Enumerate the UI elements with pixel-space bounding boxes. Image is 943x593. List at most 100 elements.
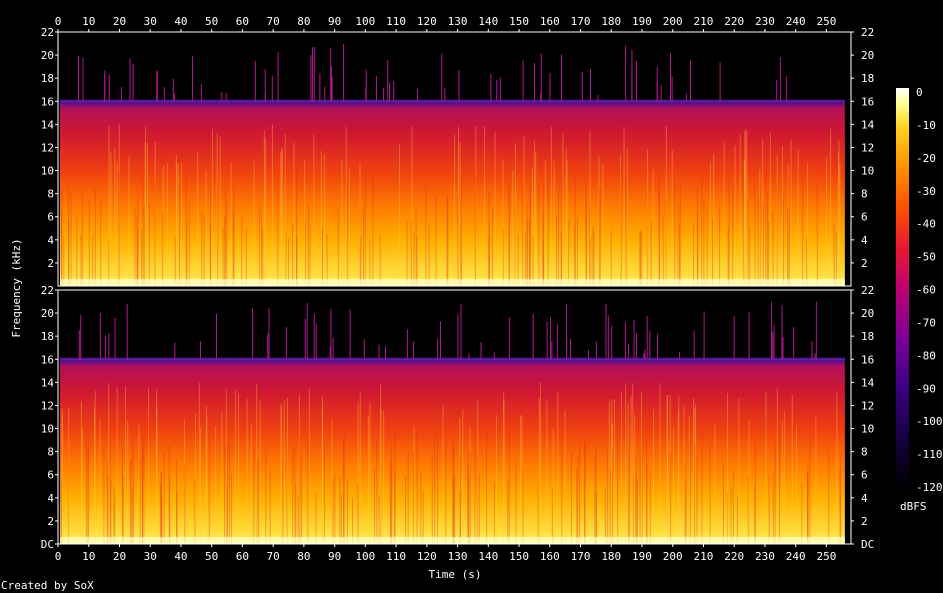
x-tick-label: 50	[205, 550, 218, 563]
channel-2-streaks	[60, 301, 845, 544]
y-tick-label: 2	[47, 515, 54, 528]
x-tick-label: 240	[786, 550, 806, 563]
y-tick-label: 18	[861, 72, 874, 85]
x-tick-label: 240	[786, 15, 806, 28]
y-tick-label: 16	[861, 353, 874, 366]
x-axis-top-ticks: 0 10 20 30 40 50 60 70 80 90 100 110 120 130 140 150 160…	[55, 15, 836, 32]
x-tick-label: 90	[328, 550, 341, 563]
x-tick-label: 120	[417, 550, 437, 563]
x-tick-label: 210	[694, 550, 714, 563]
x-tick-label: 160	[540, 550, 560, 563]
y-tick-label: 6	[47, 211, 54, 224]
colorbar-label: dBFS	[900, 500, 927, 513]
y-tick-label: 6	[861, 469, 868, 482]
x-tick-label: 160	[540, 15, 560, 28]
footer-credit: Created by SoX	[1, 579, 94, 592]
y-tick-label: 16	[861, 95, 874, 108]
x-tick-label: 250	[816, 15, 836, 28]
y-tick-label: 4	[47, 492, 54, 505]
y-tick-label: 6	[861, 211, 868, 224]
y-tick-label: 4	[861, 234, 868, 247]
colorbar-tick-label: -110	[916, 448, 943, 461]
y-tick-label: 18	[861, 330, 874, 343]
x-tick-label: 130	[448, 550, 468, 563]
y-tick-label: 8	[47, 188, 54, 201]
y-tick-label: 10	[41, 165, 54, 178]
x-tick-label: 50	[205, 15, 218, 28]
x-tick-label: 60	[236, 550, 249, 563]
y-tick-label: 14	[861, 118, 875, 131]
y-tick-label: 2	[47, 257, 54, 270]
x-tick-label: 210	[694, 15, 714, 28]
x-tick-label: 70	[267, 15, 280, 28]
colorbar-tick-label: -50	[916, 251, 936, 264]
y-tick-label: 10	[861, 423, 874, 436]
y-tick-label: 20	[41, 49, 54, 62]
y-tick-label: 16	[41, 353, 54, 366]
y-tick-label: 6	[47, 469, 54, 482]
x-tick-label: 250	[816, 550, 836, 563]
x-tick-label: 0	[55, 15, 62, 28]
x-tick-label: 220	[724, 550, 744, 563]
x-tick-label: 110	[386, 550, 406, 563]
x-tick-label: 100	[355, 15, 375, 28]
y-tick-label: 18	[41, 72, 54, 85]
y-tick-label: DC	[41, 538, 54, 551]
x-tick-label: 170	[571, 15, 591, 28]
x-tick-label: 130	[448, 15, 468, 28]
y-tick-label: 2	[861, 257, 868, 270]
x-tick-label: 200	[663, 15, 683, 28]
colorbar-tick-label: -120	[916, 481, 943, 494]
y-tick-label: 12	[41, 141, 54, 154]
x-tick-label: 190	[632, 15, 652, 28]
x-tick-label: 30	[144, 550, 157, 563]
x-tick-label: 180	[601, 15, 621, 28]
x-tick-label: 70	[267, 550, 280, 563]
colorbar-tick-label: -30	[916, 185, 936, 198]
y-tick-label: 18	[41, 330, 54, 343]
y-tick-label: 20	[861, 49, 874, 62]
x-tick-label: 60	[236, 15, 249, 28]
y-tick-label: 22	[861, 26, 874, 39]
colorbar-tick-label: -90	[916, 382, 936, 395]
y-tick-label: 10	[41, 423, 54, 436]
x-tick-label: 230	[755, 15, 775, 28]
low-band	[60, 537, 845, 544]
y-tick-label: 16	[41, 95, 54, 108]
y-tick-label: 22	[861, 284, 874, 297]
y-tick-label: 12	[41, 399, 54, 412]
channel-1-heatmap	[60, 32, 845, 286]
y-tick-label: 14	[41, 376, 55, 389]
colorbar-tick-label: -100	[916, 415, 943, 428]
y-tick-label: 8	[861, 446, 868, 459]
y-axis-label: Frequency (kHz)	[10, 238, 23, 337]
colorbar-tick-label: -20	[916, 152, 936, 165]
colorbar: 0 -10 -20 -30 -40 -50 -60 -70 -80 -90 -100 -110 -120…	[896, 86, 943, 513]
channel-2-frame	[57, 289, 852, 545]
x-tick-label: 10	[82, 15, 95, 28]
channel-2-spectrogram	[57, 289, 852, 545]
y-tick-label: 12	[861, 141, 874, 154]
x-tick-label: 10	[82, 550, 95, 563]
x-tick-label: 120	[417, 15, 437, 28]
colorbar-ticks: 0 -10 -20 -30 -40 -50 -60 -70 -80 -90 -100 -110 -120	[916, 86, 943, 494]
y-tick-label: 22	[41, 284, 54, 297]
channel-2-heatmap	[60, 290, 845, 544]
y-tick-label: 8	[47, 446, 54, 459]
x-tick-label: 0	[55, 550, 62, 563]
colorbar-tick-label: -60	[916, 284, 936, 297]
colorbar-tick-label: 0	[916, 86, 923, 99]
y-tick-label: 20	[41, 307, 54, 320]
colorbar-tick-label: -70	[916, 316, 936, 329]
y-tick-label: 12	[861, 399, 874, 412]
x-tick-label: 100	[355, 550, 375, 563]
x-tick-label: 30	[144, 15, 157, 28]
y-tick-label: 4	[861, 492, 868, 505]
channel-1-streaks	[60, 43, 845, 286]
colorbar-gradient	[896, 88, 909, 487]
x-axis-label: Time (s)	[429, 568, 482, 581]
channel-1-spectrogram	[57, 31, 852, 287]
x-tick-label: 40	[174, 550, 187, 563]
